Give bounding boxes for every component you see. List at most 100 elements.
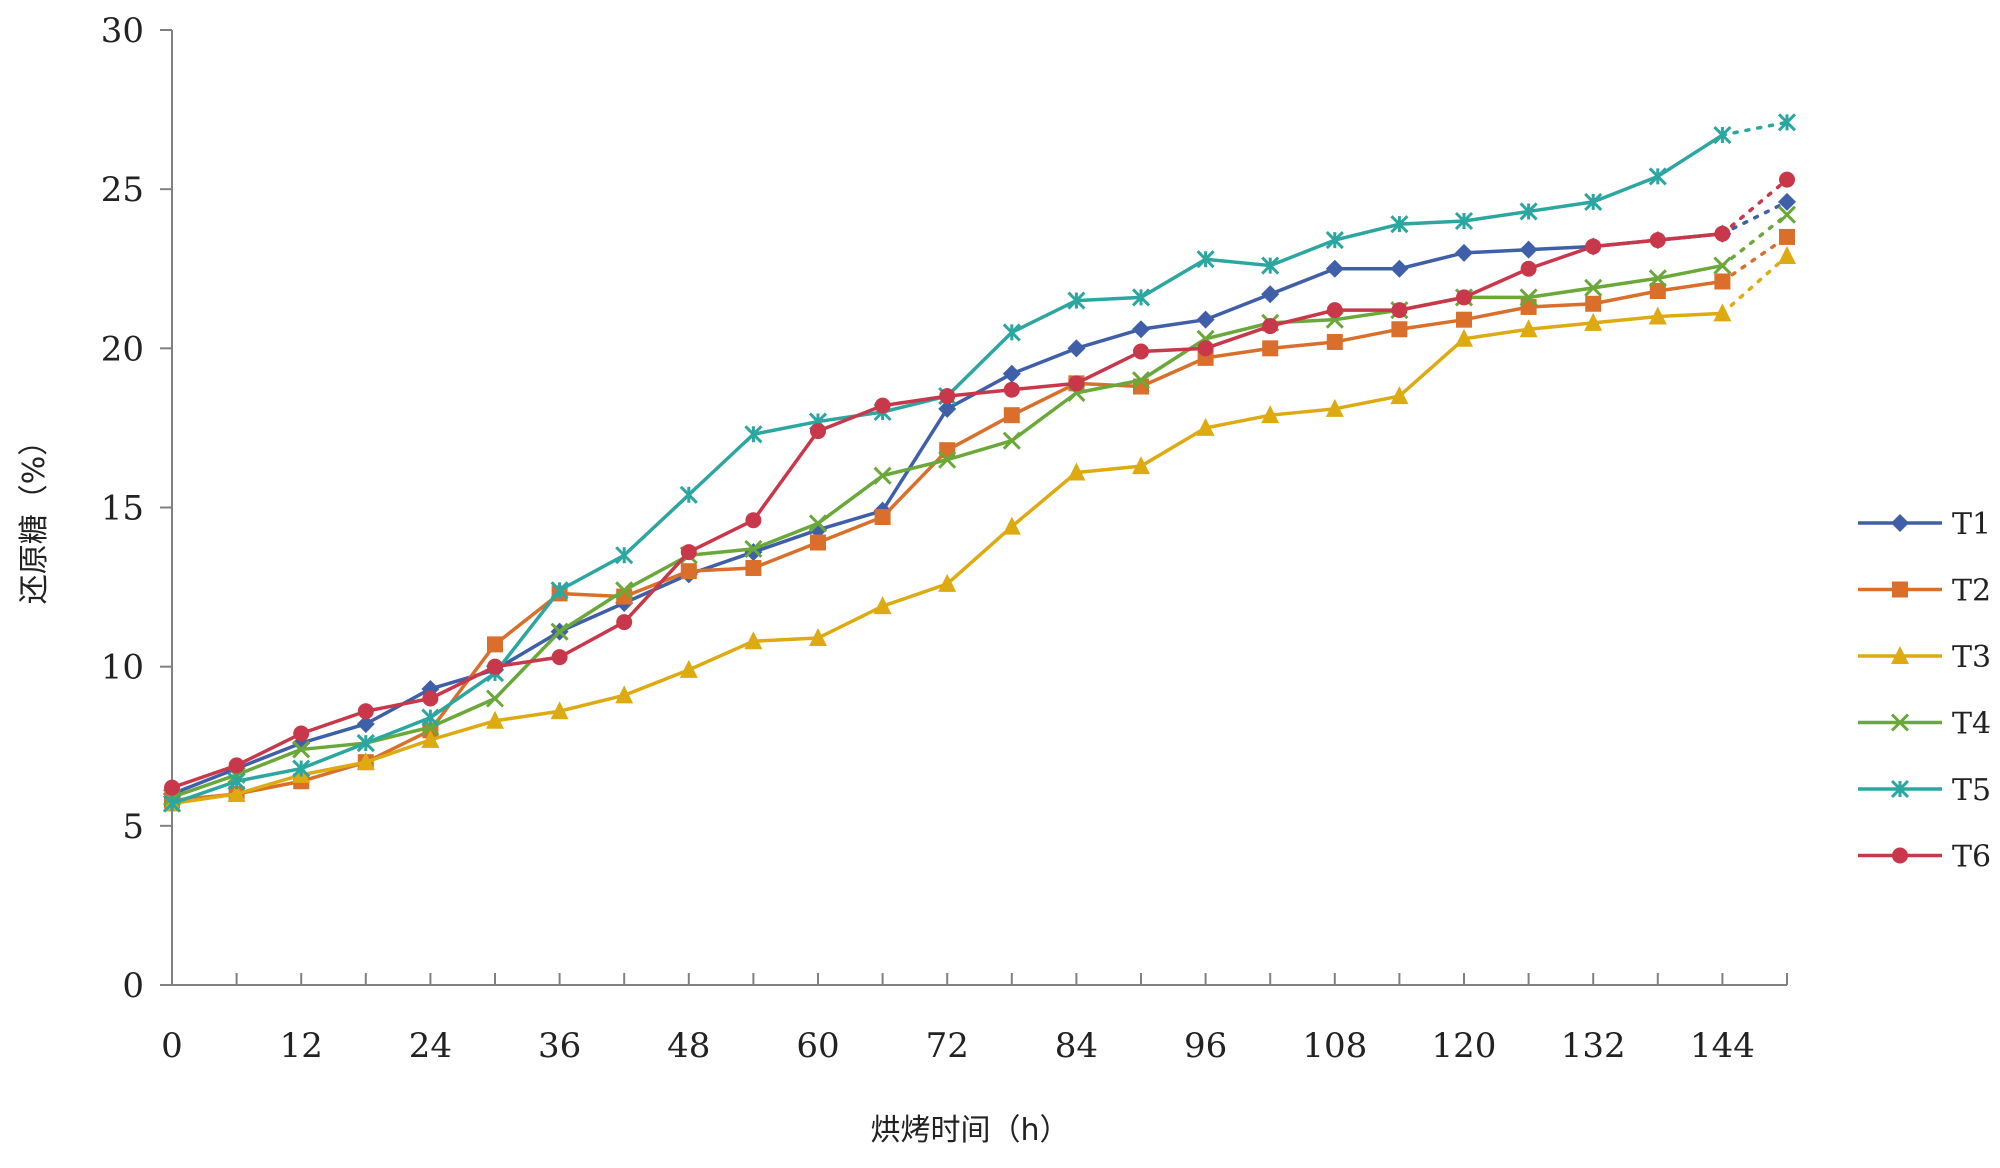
data-point [356,714,375,733]
data-point [744,425,763,444]
series-line [171,231,1723,790]
data-point [745,512,762,529]
data-point [486,710,504,729]
data-point [1649,283,1666,300]
data-point [1067,339,1086,358]
x-tick-label: 132 [1561,1026,1626,1066]
x-tick-label: 120 [1432,1026,1497,1066]
data-point [1003,407,1020,424]
data-point [680,563,697,580]
legend-item-t2: T2 [1858,574,1991,609]
data-point [1648,306,1667,325]
series-extension-line [1720,177,1789,236]
series-line [171,263,1723,799]
data-point [1390,259,1409,278]
data-point [679,485,698,504]
data-point [227,772,246,791]
legend-label: T4 [1952,707,1991,742]
data-point [1714,273,1731,290]
data-point [874,397,891,414]
data-point [1197,340,1214,357]
data-point [293,725,310,742]
data-point [810,534,826,551]
y-tick-label: 30 [101,11,144,51]
data-point [1003,381,1020,398]
data-point [1261,256,1280,275]
axes: 0 5 10 15 20 25 30 0 12 24 36 48 60 72 84 96 108 120 132 14… [101,11,1788,1066]
data-point [1713,303,1732,322]
data-point [615,581,634,600]
data-point [162,794,182,813]
data-point [873,596,892,615]
data-point [1002,516,1021,535]
data-point [550,581,569,600]
data-point [1325,398,1344,417]
series-extension-line [1720,200,1789,236]
x-axis-title: 烘烤时间（h） [870,1113,1069,1148]
data-point [874,509,891,526]
data-point [1713,256,1732,275]
data-point [1390,386,1409,405]
data-point [1778,192,1796,211]
data-point [1391,321,1408,338]
data-point [1519,288,1538,307]
data-point [680,544,697,561]
x-tick-label: 108 [1302,1026,1367,1066]
data-point [1390,215,1409,234]
series-extension-line [1720,254,1789,316]
x-tick-label: 144 [1690,1026,1755,1066]
legend-marker [1891,514,1909,532]
y-tick-label: 10 [101,648,144,688]
legend-marker [1890,713,1910,732]
data-point [938,573,957,592]
data-point [1519,240,1538,259]
data-point [809,628,827,647]
series-t2 [164,228,1795,809]
legend-item-t6: T6 [1858,840,1991,875]
x-tick-label: 84 [1055,1026,1098,1066]
legend: T1 T2 T3 T4 T5 T6 [1858,507,1991,875]
x-tick-label: 60 [796,1026,839,1066]
x-tick-label: 96 [1184,1026,1227,1066]
data-point [1713,125,1732,145]
x-tick-label: 72 [926,1026,969,1066]
series-extension-line [1720,235,1789,284]
data-point [551,649,568,666]
y-tick-label: 20 [101,329,144,369]
legend-item-t4: T4 [1858,707,1991,742]
data-point [615,685,634,704]
data-point [1391,302,1408,319]
data-point [1132,456,1150,475]
y-tick-label: 25 [101,170,144,210]
data-point [808,514,828,533]
legend-label: T2 [1952,574,1991,609]
data-point [487,636,503,653]
y-tick-label: 0 [122,966,144,1006]
data-point [1196,310,1215,329]
series-t1 [163,192,1796,803]
data-point [873,466,892,485]
data-point [487,658,503,675]
data-point [1454,211,1474,231]
data-point [1456,289,1472,306]
legend-label: T1 [1952,507,1991,542]
data-point [939,388,956,405]
data-point [1585,295,1602,312]
data-point [1325,259,1344,278]
data-point [1779,228,1795,245]
data-point [1455,328,1473,347]
data-point [1520,260,1537,277]
legend-marker [1890,779,1910,799]
data-point [164,779,180,796]
data-point [356,752,375,771]
y-tick-label: 15 [101,489,144,529]
data-point [1133,343,1149,360]
series-t6 [164,171,1795,796]
data-point [1002,431,1021,450]
data-point [485,689,505,708]
data-point [550,701,569,720]
data-point [1067,291,1086,310]
data-point [744,539,763,558]
legend-item-t1: T1 [1858,507,1991,542]
series-layer [162,113,1797,813]
